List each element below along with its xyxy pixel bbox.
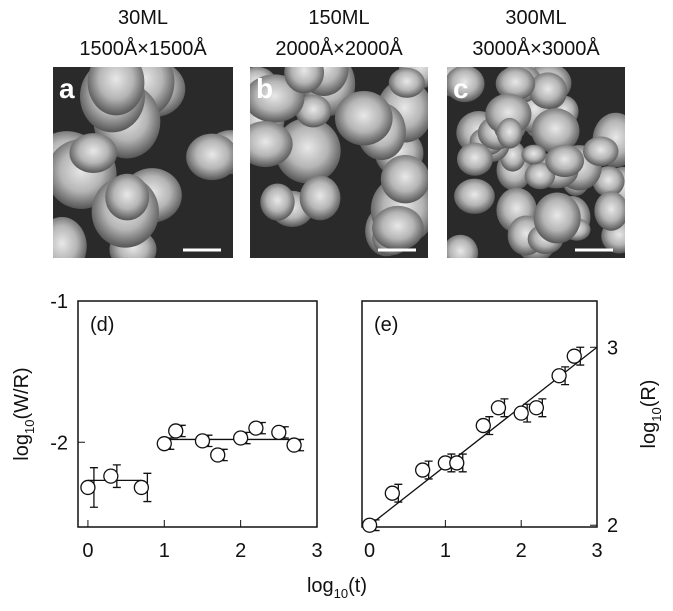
data-point (286, 437, 302, 453)
island (531, 108, 580, 154)
island (186, 133, 233, 181)
y-tick-label: 2 (607, 515, 618, 537)
data-point (414, 462, 431, 478)
island (533, 192, 581, 244)
data-point (194, 433, 211, 449)
data-point (133, 479, 150, 496)
island (299, 175, 341, 221)
image-label: a (59, 73, 75, 104)
stm-image (250, 67, 428, 258)
label-part: log (638, 422, 660, 449)
data-point (475, 417, 491, 434)
x-tick-label: 2 (235, 540, 246, 562)
island (53, 217, 87, 258)
island (274, 117, 341, 184)
x-tick-label: 0 (82, 540, 93, 562)
image-label: c (453, 73, 469, 104)
panel-label: (d) (90, 314, 114, 336)
label-part: log (307, 575, 334, 597)
image-size: 1500Å×1500Å (79, 37, 207, 60)
data-point (449, 455, 465, 471)
y-tick-label: -1 (50, 291, 68, 313)
image-coverage: 300ML (505, 7, 566, 29)
island (334, 90, 393, 146)
island (496, 117, 523, 149)
data-point (361, 517, 378, 533)
island (260, 183, 295, 221)
image-size: 3000Å×3000Å (472, 37, 600, 60)
island (284, 67, 325, 94)
x-tick-label: 1 (440, 540, 451, 562)
label-part: (W/R) (11, 367, 33, 419)
x-tick-label: 0 (364, 540, 375, 562)
island (295, 94, 332, 128)
island (583, 136, 619, 167)
island (447, 67, 485, 103)
data-point (513, 405, 529, 421)
data-point (156, 436, 172, 452)
image-size: 2000Å×2000Å (275, 37, 403, 60)
island (545, 144, 585, 178)
data-point (168, 423, 184, 439)
plot-frame (77, 300, 318, 528)
island (87, 67, 145, 116)
island (495, 67, 536, 101)
label-sub: 10 (22, 420, 37, 434)
data-point (80, 479, 96, 496)
label-part: (R) (638, 380, 660, 408)
data-point (271, 424, 287, 441)
island (594, 191, 625, 231)
data-point (248, 420, 264, 436)
x-tick-label: 1 (159, 540, 170, 562)
y-axis-label: log10(R) (638, 380, 664, 449)
data-point (210, 447, 226, 463)
data-point (528, 400, 545, 416)
island (521, 144, 546, 165)
island (250, 121, 293, 168)
island (447, 234, 479, 258)
data-point (103, 468, 119, 484)
y-tick-label: 3 (607, 337, 618, 359)
island (454, 178, 495, 214)
x-tick-label: 3 (591, 540, 602, 562)
data-point (551, 368, 567, 384)
label-part: (t) (348, 575, 367, 597)
data-point (490, 400, 507, 416)
island (69, 133, 118, 173)
stm-image (53, 67, 233, 258)
y-axis-label: log10(W/R) (11, 367, 37, 460)
label-part: log (11, 434, 33, 461)
data-point (232, 430, 249, 446)
x-axis-label: log10(t) (307, 575, 367, 601)
island (372, 205, 424, 251)
island (380, 155, 428, 204)
label-sub: 10 (649, 407, 664, 421)
data-point (566, 348, 582, 364)
data-point (384, 485, 400, 501)
y-tick-label: -2 (50, 432, 68, 454)
island (524, 162, 556, 190)
stm-image (447, 67, 625, 258)
image-coverage: 30ML (118, 7, 168, 29)
label-sub: 10 (334, 586, 348, 601)
panel-label: (e) (374, 314, 398, 336)
island (456, 142, 493, 176)
image-coverage: 150ML (308, 7, 369, 29)
island (105, 173, 150, 221)
island (528, 72, 568, 109)
x-tick-label: 3 (311, 540, 322, 562)
image-label: b (256, 73, 273, 104)
island (388, 67, 425, 98)
plot-frame (361, 300, 598, 528)
x-tick-label: 2 (516, 540, 527, 562)
